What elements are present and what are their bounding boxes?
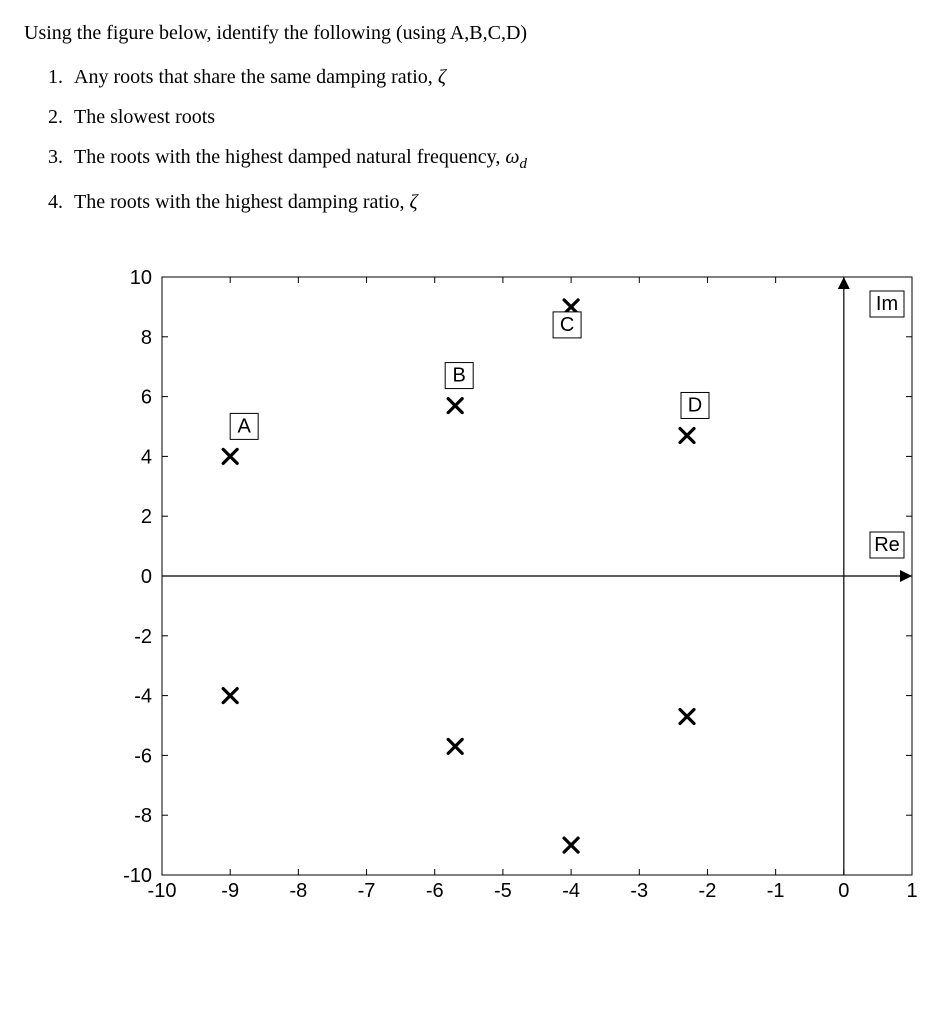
list-item: Any roots that share the same damping ra… [68, 64, 909, 90]
q4-var: ζ [410, 191, 418, 213]
q2-before: The slowest roots [74, 106, 215, 128]
svg-text:-8: -8 [289, 880, 307, 902]
svg-text:-1: -1 [767, 880, 785, 902]
svg-text:Re: Re [874, 534, 900, 556]
q3-var: ω [505, 146, 519, 168]
svg-text:-3: -3 [630, 880, 648, 902]
scatter-chart: -10-9-8-7-6-5-4-3-2-101-10-8-6-4-2024681… [104, 269, 909, 915]
svg-text:0: 0 [838, 880, 849, 902]
svg-text:Im: Im [876, 293, 898, 315]
svg-text:D: D [688, 394, 702, 416]
q1-before: Any roots that share the same damping ra… [74, 66, 438, 88]
list-item: The roots with the highest damping ratio… [68, 189, 909, 215]
svg-text:-8: -8 [134, 805, 152, 827]
q1-var: ζ [438, 66, 446, 88]
q4-before: The roots with the highest damping ratio… [74, 191, 410, 213]
svg-text:-10: -10 [123, 865, 152, 887]
svg-text:-6: -6 [134, 745, 152, 767]
svg-text:-2: -2 [134, 625, 152, 647]
svg-text:C: C [560, 313, 574, 335]
svg-text:6: 6 [141, 386, 152, 408]
svg-text:-4: -4 [562, 880, 580, 902]
svg-text:-2: -2 [699, 880, 717, 902]
list-item: The roots with the highest damped natura… [68, 144, 909, 175]
list-item: The slowest roots [68, 104, 909, 130]
svg-text:2: 2 [141, 506, 152, 528]
svg-text:-5: -5 [494, 880, 512, 902]
svg-text:8: 8 [141, 326, 152, 348]
question-list: Any roots that share the same damping ra… [24, 64, 909, 215]
svg-text:0: 0 [141, 566, 152, 588]
svg-text:-4: -4 [134, 685, 152, 707]
svg-text:1: 1 [906, 880, 917, 902]
svg-text:10: 10 [130, 269, 152, 289]
svg-text:-6: -6 [426, 880, 444, 902]
svg-text:-9: -9 [221, 880, 239, 902]
svg-text:B: B [453, 364, 466, 386]
svg-text:4: 4 [141, 446, 152, 468]
svg-text:A: A [238, 415, 252, 437]
chart-svg: -10-9-8-7-6-5-4-3-2-101-10-8-6-4-2024681… [104, 269, 924, 909]
intro-text: Using the figure below, identify the fol… [24, 20, 909, 46]
svg-text:-7: -7 [358, 880, 376, 902]
q3-before: The roots with the highest damped natura… [74, 146, 505, 168]
q3-sub: d [519, 156, 527, 172]
